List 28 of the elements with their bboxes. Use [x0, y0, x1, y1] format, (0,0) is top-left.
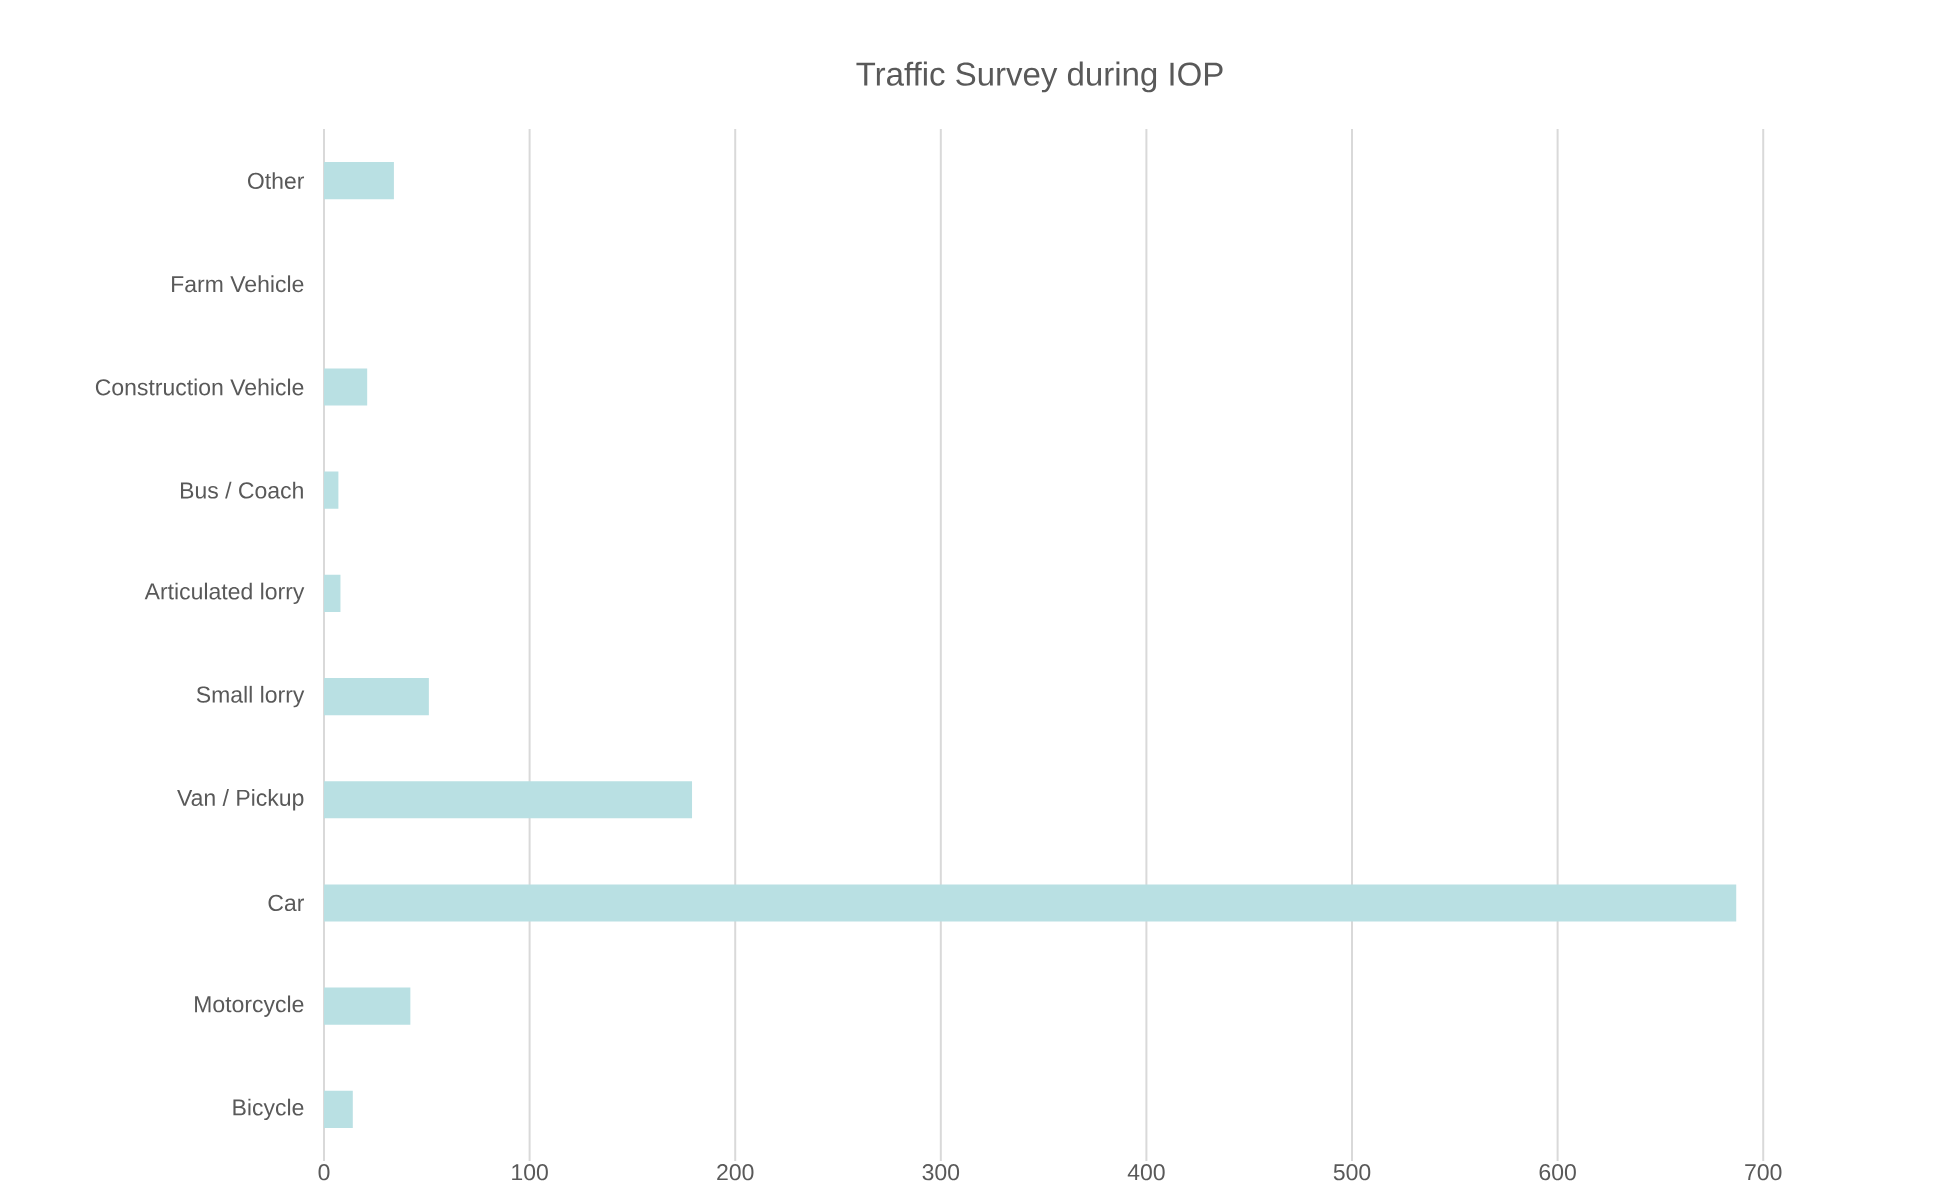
x-tick-label: 600 [1539, 1164, 1576, 1181]
bar [324, 884, 1737, 922]
x-tick-label: 300 [922, 1164, 960, 1181]
y-tick-label: Articulated lorry [144, 582, 305, 605]
bar [324, 987, 411, 1025]
bar [324, 781, 693, 819]
x-tick-label: 100 [512, 1164, 548, 1181]
bar [324, 161, 394, 200]
y-tick-label: Van / Pickup [177, 789, 304, 811]
x-tick-label: 500 [1333, 1164, 1371, 1181]
y-tick-label: Bus / Coach [181, 481, 303, 499]
y-tick-label: Bicycle [233, 1098, 304, 1121]
y-tick-label: Other [247, 172, 305, 190]
y-tick-label: Car [268, 894, 305, 912]
x-tick-label: 0 [318, 1164, 330, 1181]
y-tick-label: Motorcycle [195, 995, 304, 1017]
chart-title: Traffic Survey during IOP [856, 61, 1223, 93]
y-tick-label: Small lorry [196, 685, 305, 708]
x-tick-label: 200 [717, 1164, 754, 1181]
y-tick-label: Construction Vehicle [95, 378, 304, 396]
bar [324, 678, 429, 716]
bar [324, 574, 341, 612]
y-tick-label: Farm Vehicle [172, 275, 304, 293]
bar [324, 1090, 353, 1128]
bar [324, 368, 368, 406]
x-tick-label: 400 [1127, 1164, 1165, 1181]
bar [324, 471, 339, 509]
x-tick-label: 700 [1745, 1164, 1782, 1181]
